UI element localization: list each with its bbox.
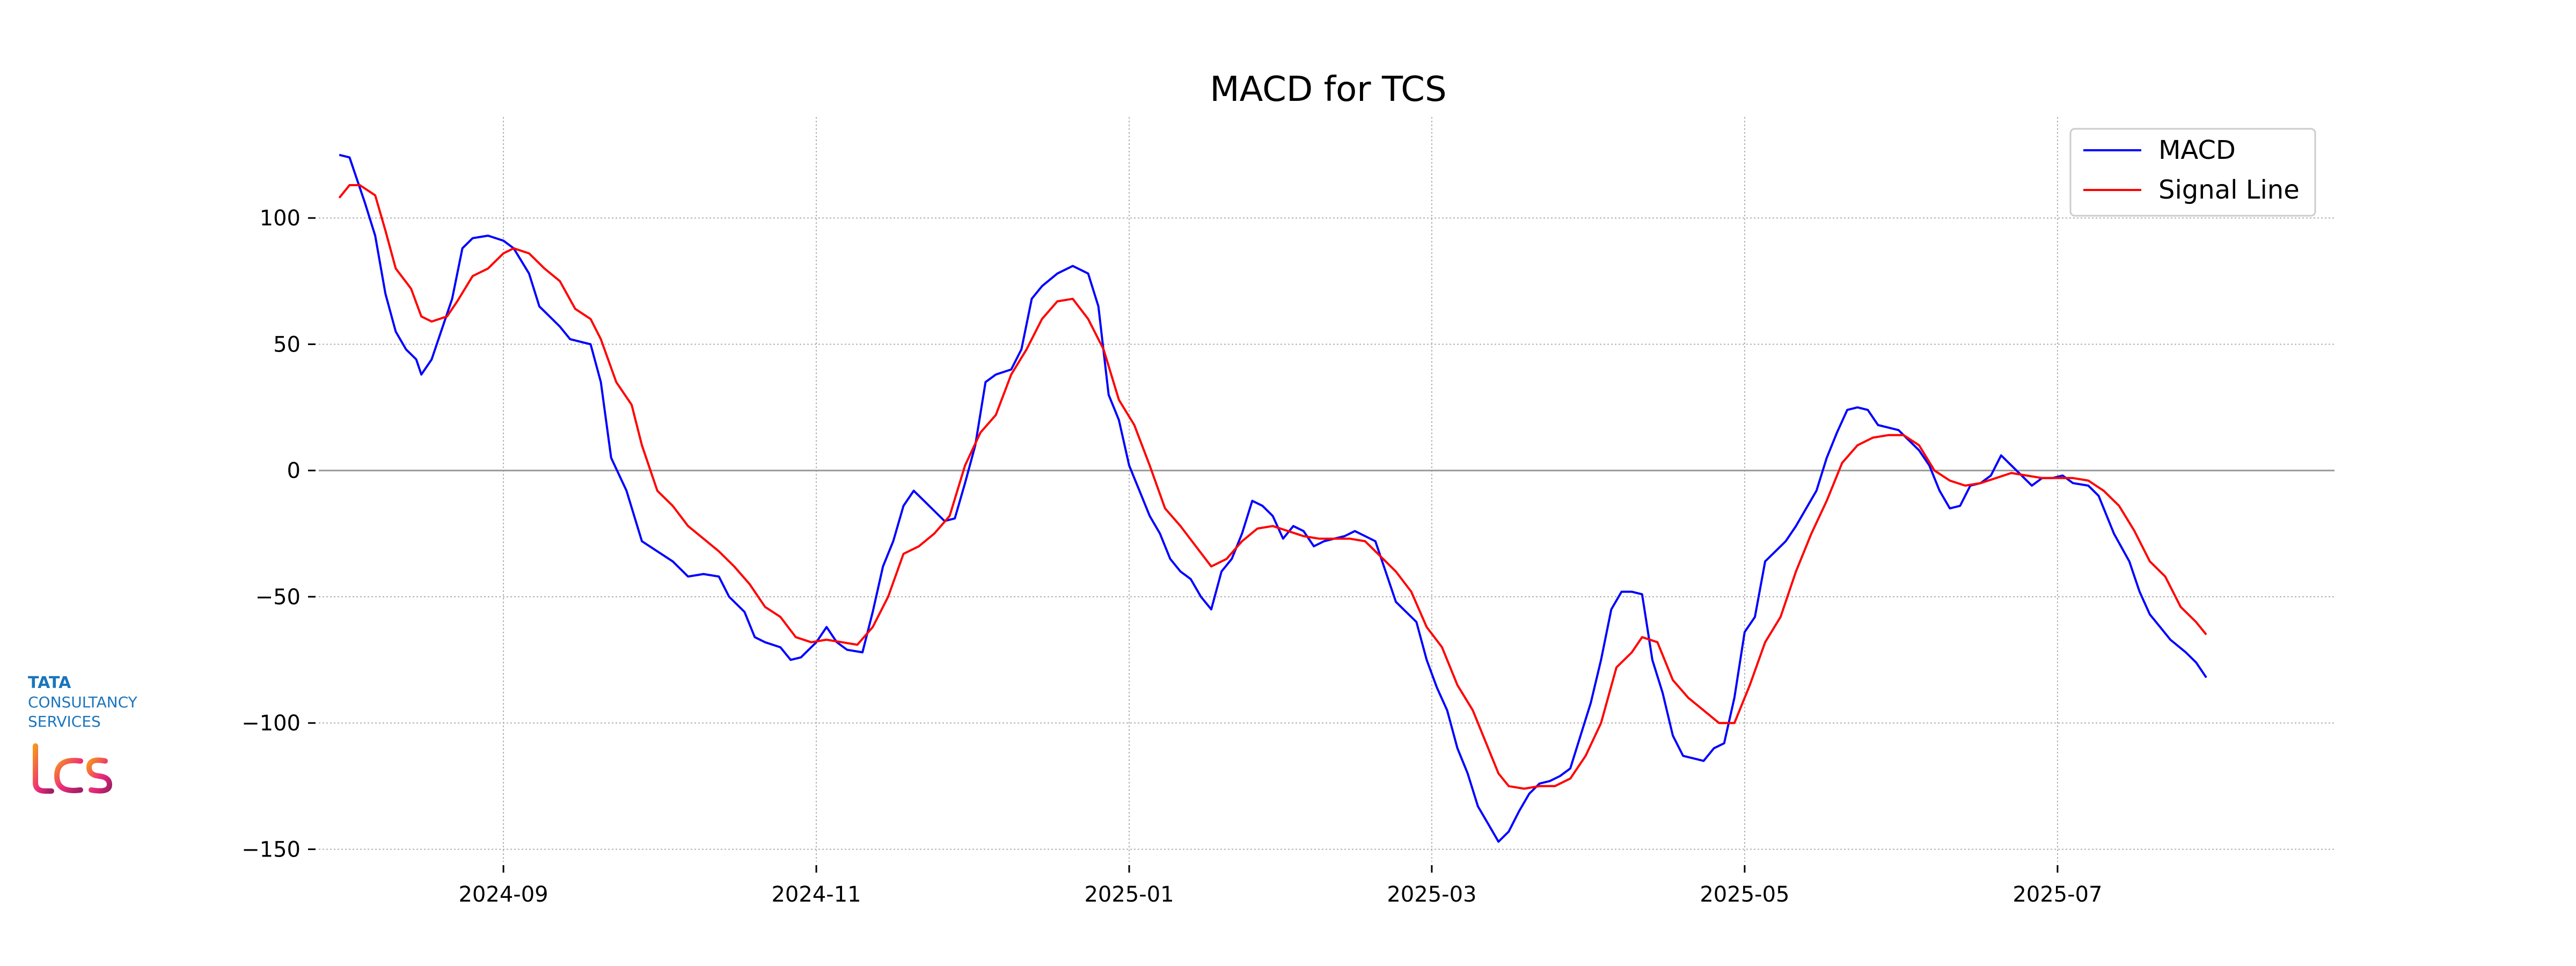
x-tick-label: 2025-01 [1084, 882, 1174, 907]
tcs-logo: TATA CONSULTANCY SERVICES [26, 674, 138, 794]
legend: MACD Signal Line [2069, 128, 2316, 217]
legend-label-signal-line: Signal Line [2158, 175, 2300, 205]
x-tick-labels: 2024-09 2024-11 2025-01 2025-03 2025-05 2025-… [458, 865, 2102, 907]
tcs-wordmark-icon [26, 743, 113, 794]
y-tick-label: 100 [260, 206, 301, 231]
x-tick-label: 2025-03 [1387, 882, 1476, 907]
logo-text-tata: TATA [28, 674, 71, 692]
grid-lines [319, 117, 2334, 862]
y-tick-label: −100 [241, 711, 301, 736]
y-tick-label: −50 [255, 585, 301, 610]
y-tick-label: −150 [241, 837, 301, 862]
series-lines [338, 153, 2207, 843]
logo-text-services: SERVICES [28, 713, 101, 730]
chart-title: MACD for TCS [1210, 70, 1446, 109]
series-line-macd [339, 153, 2207, 843]
y-tick-labels: 100 50 0 −50 −100 −150 [241, 206, 316, 862]
legend-label-macd: MACD [2158, 135, 2236, 165]
x-tick-label: 2024-09 [458, 882, 548, 907]
x-tick-label: 2025-07 [2012, 882, 2102, 907]
series-line-signal-line [338, 184, 2207, 790]
y-tick-label: 50 [273, 332, 301, 357]
logo-text-consultancy: CONSULTANCY [28, 693, 138, 711]
x-tick-label: 2024-11 [771, 882, 861, 907]
y-tick-label: 0 [287, 459, 301, 484]
x-tick-label: 2025-05 [1700, 882, 1789, 907]
